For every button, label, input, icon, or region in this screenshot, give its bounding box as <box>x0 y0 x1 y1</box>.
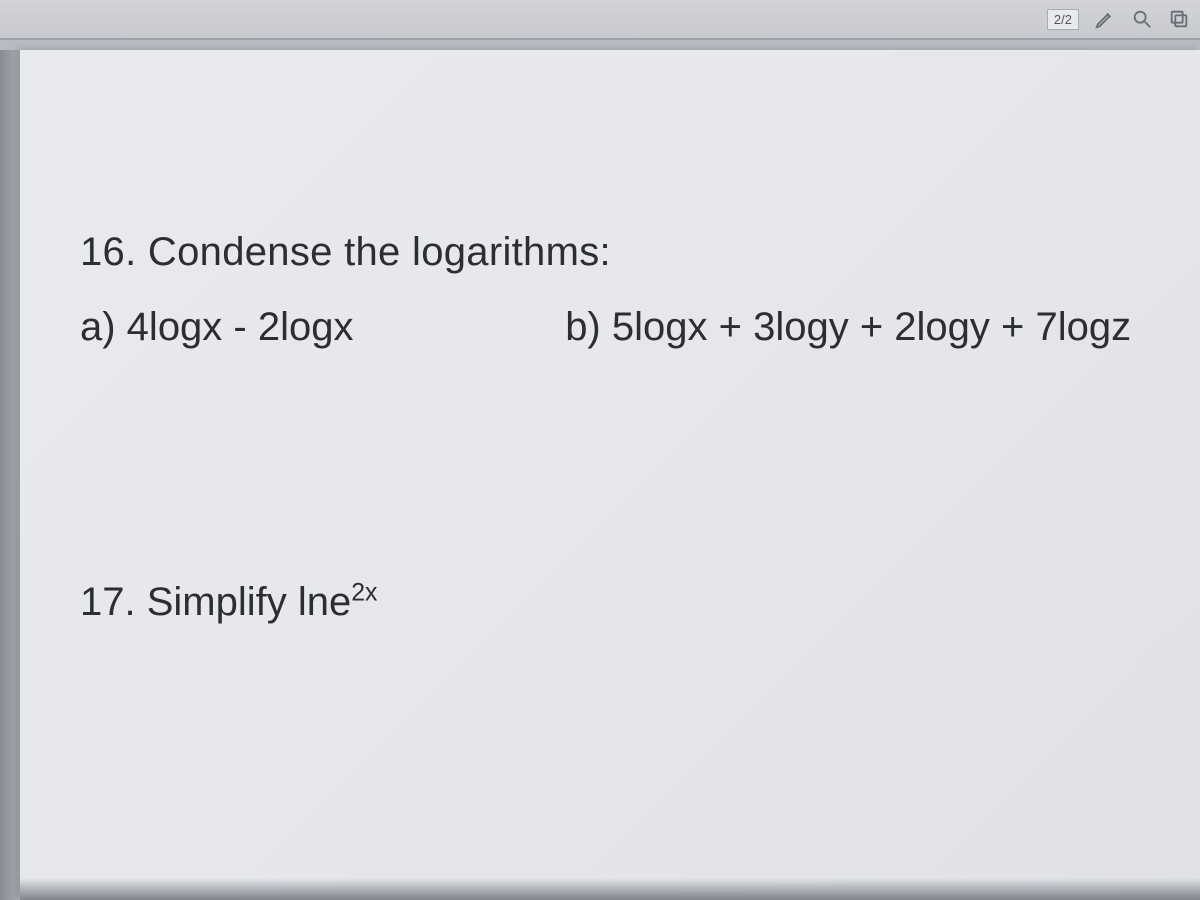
q16-parts-row: a) 4logx - 2logx b) 5logx + 3logy + 2log… <box>80 305 1140 350</box>
pen-icon[interactable] <box>1094 5 1116 33</box>
q17-exponent: 2x <box>351 580 377 607</box>
q16-heading: 16. Condense the logarithms: <box>80 230 1140 275</box>
document-page: 16. Condense the logarithms: a) 4logx - … <box>20 50 1200 900</box>
q17-heading: 17. Simplify lne2x <box>80 580 1140 625</box>
toolbar-edge: 2/2 <box>0 0 1200 40</box>
q16-part-a: a) 4logx - 2logx <box>80 305 525 350</box>
q16-part-b: b) 5logx + 3logy + 2logy + 7logz <box>565 305 1140 350</box>
page-indicator: 2/2 <box>1047 9 1079 30</box>
page-indicator-box: 2/2 <box>1047 5 1079 33</box>
q17-text: 17. Simplify lne <box>80 580 351 624</box>
search-icon[interactable] <box>1131 5 1153 33</box>
copy-icon[interactable] <box>1168 5 1190 33</box>
bottom-shadow <box>20 878 1200 900</box>
left-shadow <box>0 50 20 900</box>
